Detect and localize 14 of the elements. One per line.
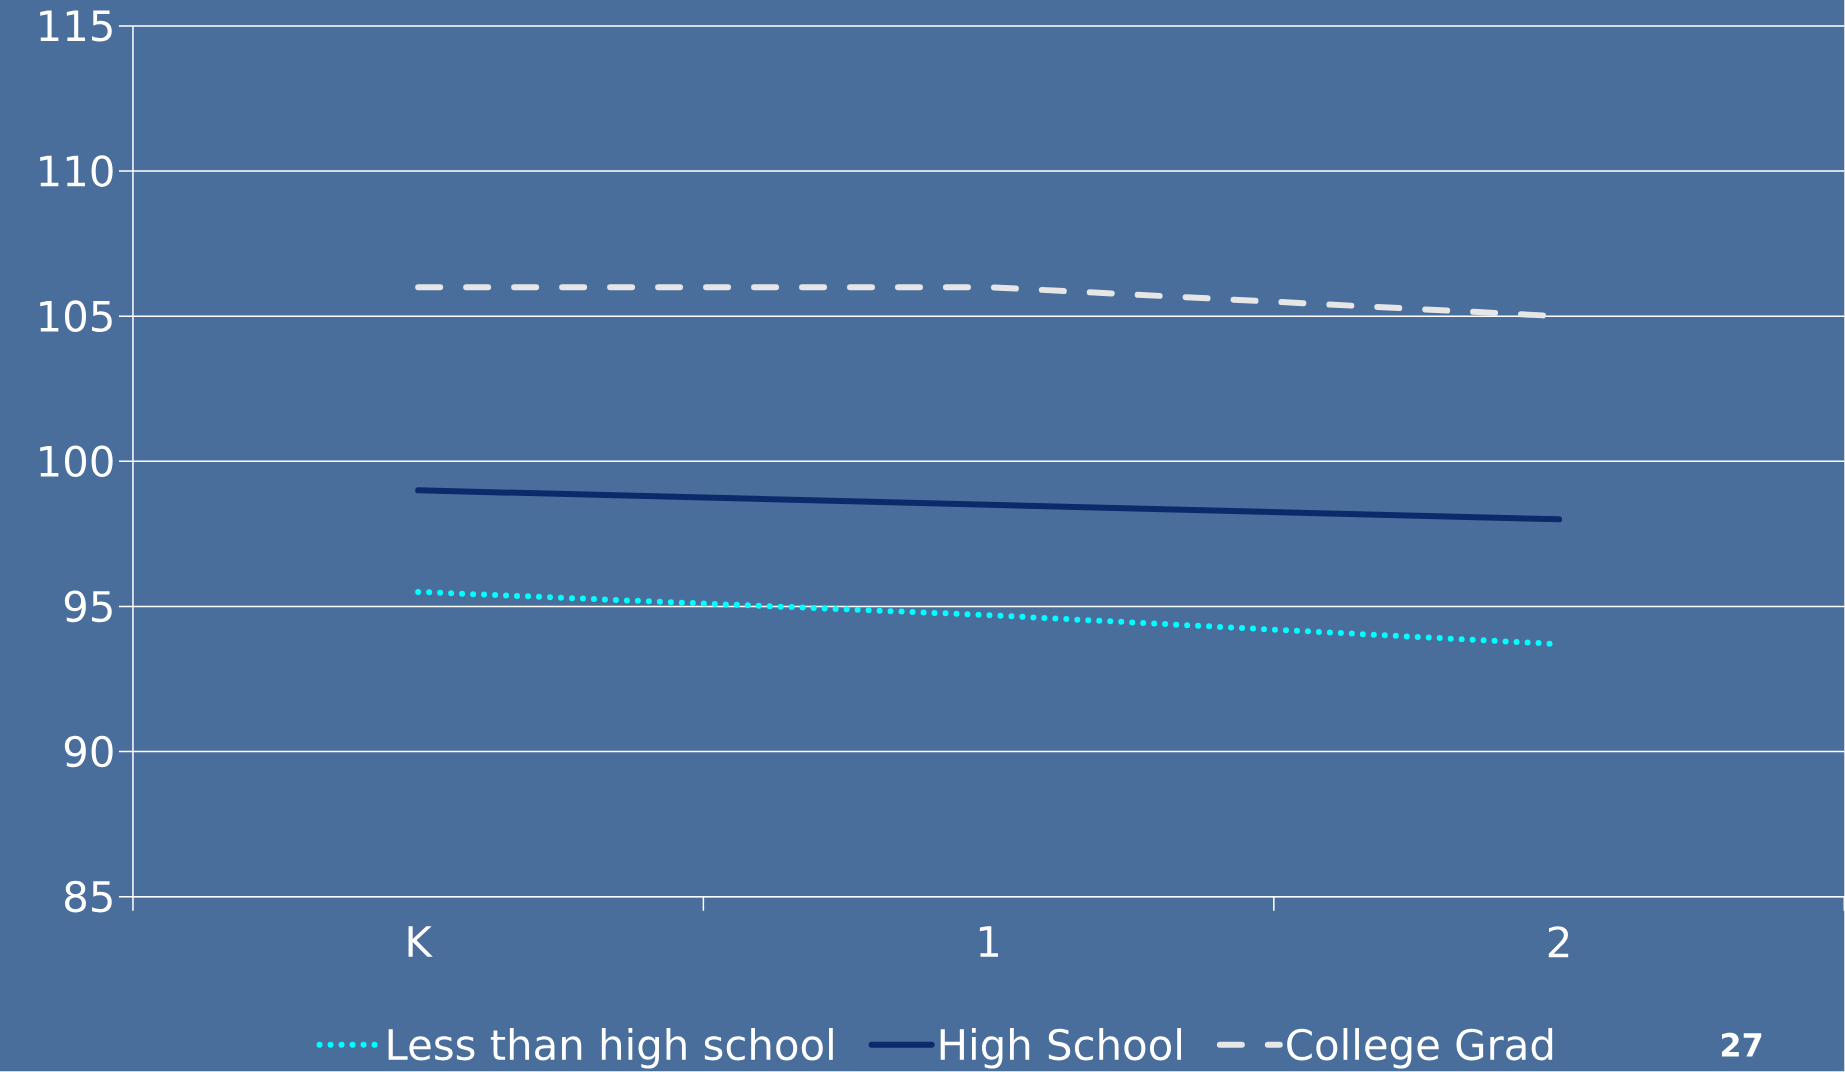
y-tick-label: 95	[64, 590, 112, 623]
legend-label: College Grad	[1287, 1028, 1553, 1069]
x-tick-label: 1	[979, 926, 999, 957]
legend-label: High School	[940, 1028, 1181, 1069]
x-tick-label: 2	[1548, 926, 1569, 958]
y-tick-label: 90	[64, 735, 113, 768]
y-tick-label: 100	[40, 445, 113, 478]
y-tick-label: 85	[65, 881, 112, 913]
legend-label: Less than high school	[388, 1028, 833, 1069]
y-tick-label: 115	[40, 10, 112, 42]
text: 27	[1721, 1033, 1762, 1057]
y-tick-label: 105	[40, 300, 112, 333]
y-tick-label: 110	[40, 155, 113, 188]
x-tick-label: K	[408, 926, 433, 957]
